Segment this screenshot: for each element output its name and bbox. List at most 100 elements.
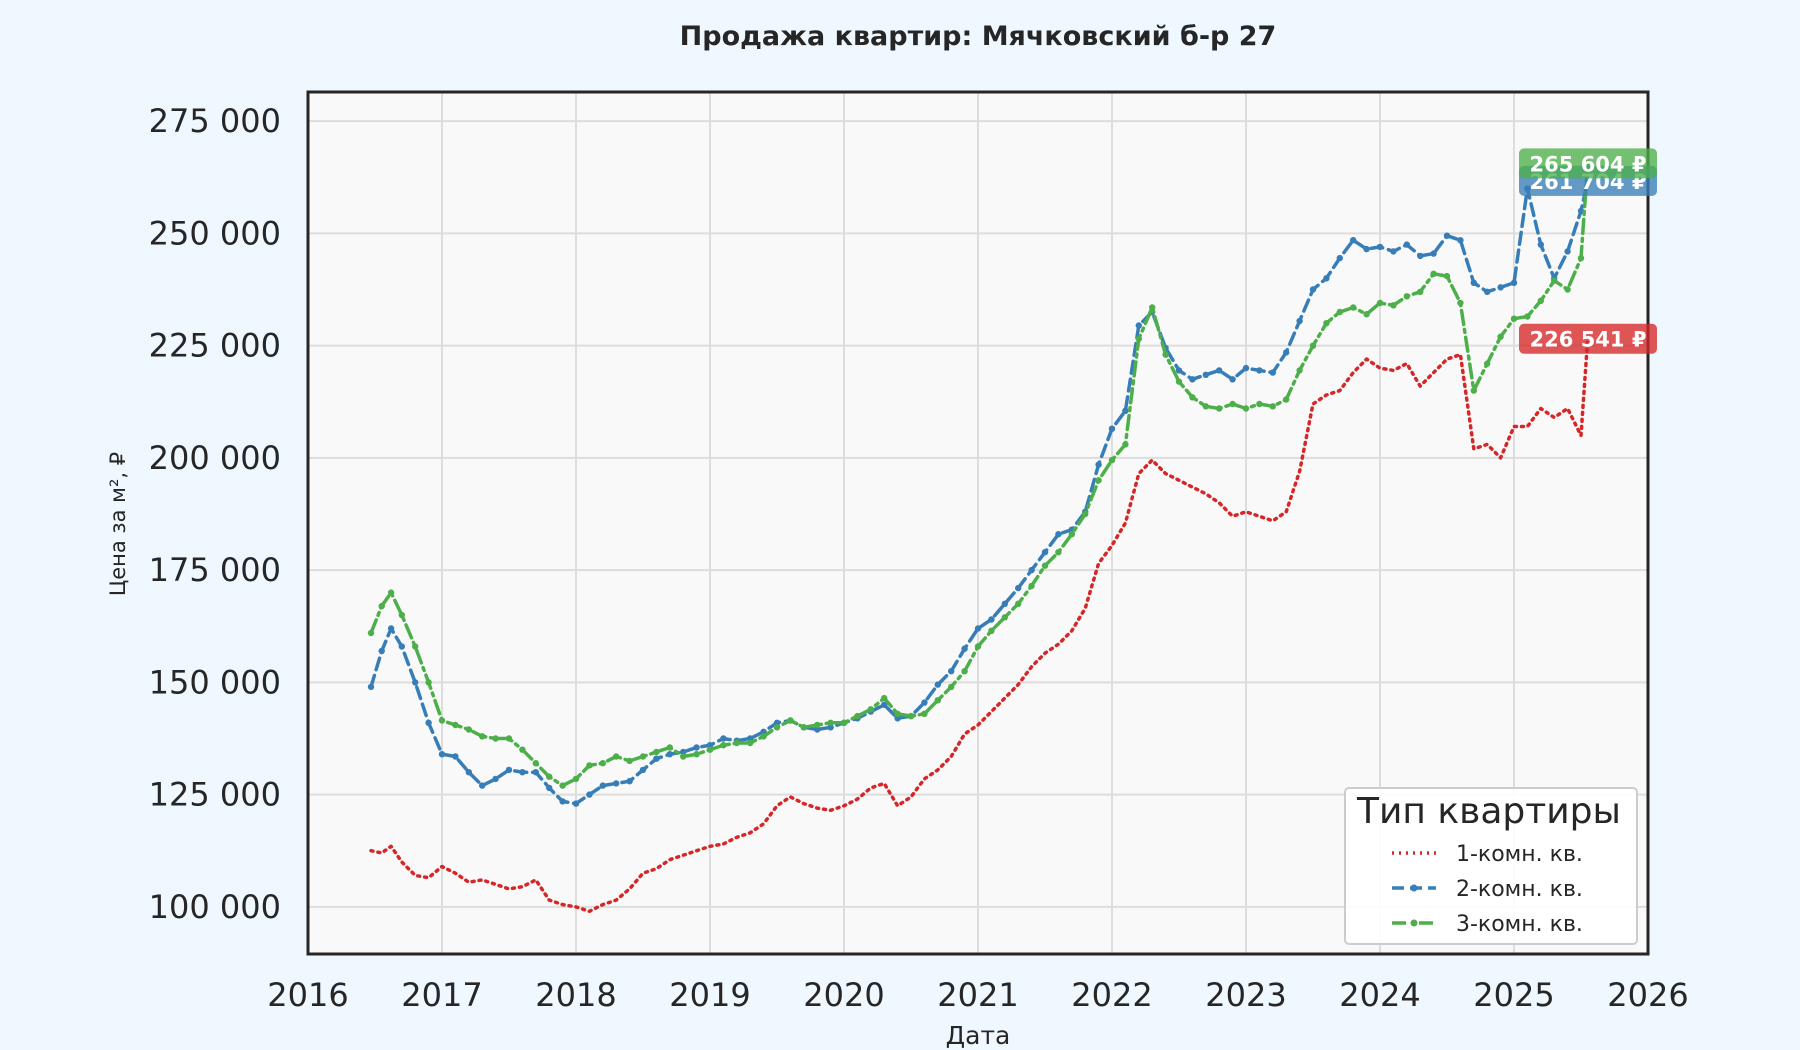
series-point-3	[787, 717, 794, 724]
series-point-2	[1363, 245, 1370, 253]
series-point-2	[586, 791, 593, 798]
series-point-3	[1175, 378, 1183, 385]
series-point-3	[1350, 304, 1357, 311]
series-point-2	[1336, 254, 1344, 262]
legend-marker	[1410, 884, 1418, 892]
series-point-3	[613, 753, 620, 760]
series-point-3	[546, 773, 553, 780]
series-point-2	[599, 782, 606, 789]
legend-items: 1-комн. кв. 2-комн. кв. 3-комн. кв.	[1392, 842, 1583, 937]
series-point-3	[452, 721, 459, 729]
series-point-2	[720, 735, 727, 742]
series-point-3	[1309, 342, 1317, 349]
series-point-3	[412, 643, 419, 650]
series-point-2	[1028, 566, 1035, 574]
series-point-3	[1363, 311, 1370, 318]
series-point-3	[760, 733, 767, 740]
series-point-3	[1376, 299, 1384, 307]
y-tick-label: 175 000	[149, 551, 281, 589]
series-point-3	[1162, 351, 1169, 358]
legend-box	[1344, 787, 1638, 945]
series-point-2	[1041, 549, 1049, 556]
series-point-2	[1095, 461, 1102, 468]
x-tick-label: 2019	[669, 976, 750, 1014]
legend-marker	[1410, 919, 1418, 927]
series-point-2	[1390, 248, 1397, 255]
legend[interactable]: Тип квартиры 1-комн. кв. 2-комн. кв. 3-ком…	[1344, 787, 1638, 945]
series-point-3	[907, 712, 915, 720]
y-axis-label: Цена за м², ₽	[106, 452, 130, 596]
series-point-3	[1497, 333, 1504, 340]
series-point-2	[398, 643, 405, 650]
series-point-3	[840, 719, 848, 726]
series-point-3	[1015, 600, 1022, 607]
series-point-3	[519, 746, 526, 753]
series-point-2	[1269, 369, 1277, 376]
series-point-2	[1403, 241, 1411, 248]
x-tick-label: 2016	[267, 976, 348, 1014]
series-point-3	[974, 643, 982, 650]
series-point-3	[1028, 582, 1035, 590]
y-tick-label: 275 000	[149, 102, 281, 140]
series-point-3	[1417, 288, 1424, 295]
series-point-3	[934, 697, 941, 704]
series-point-2	[505, 766, 513, 774]
series-point-3	[505, 735, 513, 742]
series-point-3	[1055, 549, 1062, 556]
series-point-2	[438, 751, 446, 758]
series-point-2	[479, 782, 486, 789]
series-point-3	[1336, 308, 1344, 316]
series-point-2	[1510, 279, 1518, 286]
series-point-2	[1108, 425, 1116, 432]
series-point-3	[1390, 302, 1397, 309]
series-point-3	[1229, 400, 1236, 408]
series-point-2	[452, 753, 459, 760]
series-point-3	[1149, 304, 1156, 311]
series-point-3	[1537, 297, 1545, 304]
series-point-3	[1443, 272, 1451, 280]
series-point-3	[854, 712, 861, 720]
series-point-3	[1524, 313, 1531, 320]
series-point-2	[378, 647, 385, 655]
series-point-3	[680, 753, 687, 760]
series-point-2	[706, 742, 714, 749]
series-point-2	[747, 735, 754, 742]
series-point-2	[1189, 376, 1196, 383]
series-point-2	[412, 679, 419, 686]
value-badge: 265 604 ₽	[1519, 148, 1657, 179]
series-point-3	[894, 710, 901, 717]
series-line-1	[369, 336, 1590, 914]
value-badge: 226 541 ₽	[1519, 323, 1657, 354]
series-point-2	[425, 719, 432, 726]
value-badges: 261 704 ₽265 604 ₽226 541 ₽	[1519, 148, 1657, 354]
series-point-3	[1269, 403, 1277, 410]
legend-item: 2-комн. кв.	[1392, 877, 1583, 902]
y-tick-label: 225 000	[149, 327, 281, 365]
series-point-2	[1564, 248, 1571, 255]
series-point-3	[1202, 403, 1210, 410]
series-point-3	[1122, 441, 1129, 448]
series-point-2	[519, 769, 526, 776]
series-point-3	[827, 719, 834, 726]
legend-label: 2-комн. кв.	[1456, 877, 1583, 902]
series-point-3	[438, 717, 446, 724]
x-tick-label: 2017	[401, 976, 482, 1014]
series-point-3	[814, 721, 821, 729]
series-point-2	[773, 719, 781, 726]
series-point-3	[1068, 531, 1076, 538]
series-point-2	[1175, 367, 1183, 374]
x-tick-label: 2018	[535, 976, 616, 1014]
series-point-2	[1430, 250, 1437, 257]
series-point-2	[1202, 371, 1210, 378]
series-point-3	[492, 735, 499, 742]
series-point-2	[1457, 237, 1464, 244]
series-point-3	[867, 706, 874, 713]
series-point-3	[881, 694, 888, 702]
series-point-2	[1015, 584, 1022, 592]
series-point-2	[1256, 367, 1263, 374]
series-point-3	[559, 782, 566, 789]
series-point-3	[1216, 405, 1223, 412]
series-point-3	[720, 742, 727, 749]
series-point-2	[613, 780, 620, 787]
series-point-3	[1095, 477, 1102, 484]
